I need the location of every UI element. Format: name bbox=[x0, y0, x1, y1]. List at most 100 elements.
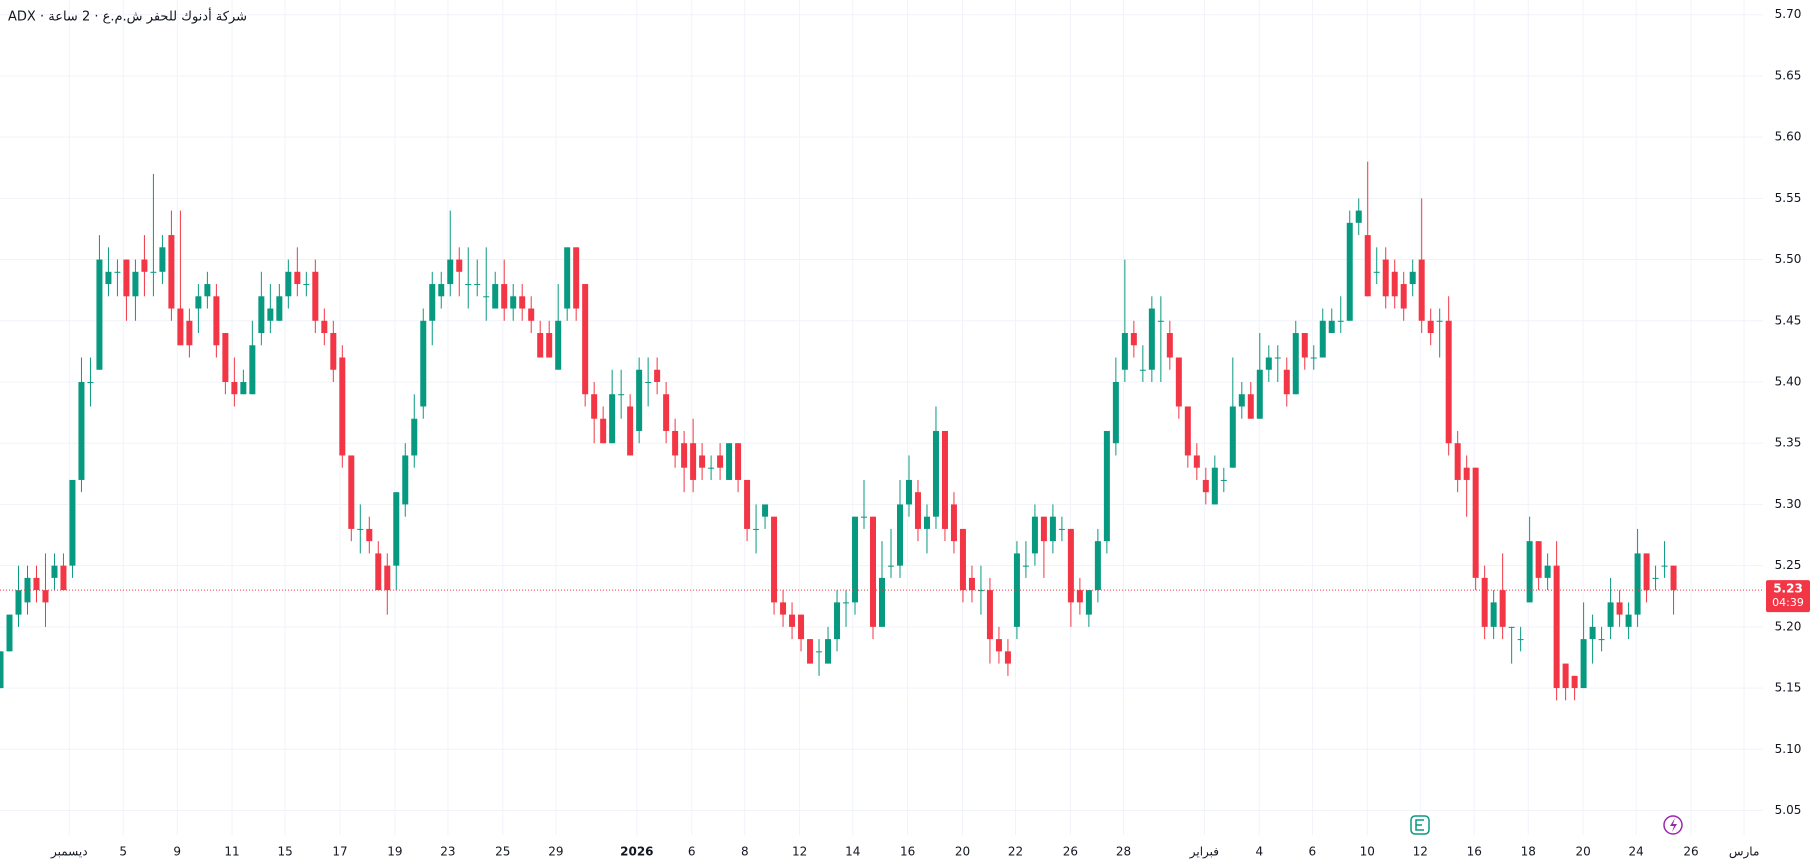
axes: 5.05 5.10 5.15 5.20 5.25 5.30 5.35 5.40 5.45 5.50… bbox=[50, 7, 1810, 860]
candles bbox=[0, 161, 1763, 701]
y-tick-label: 5.70 bbox=[1775, 7, 1802, 21]
candle-body bbox=[591, 394, 598, 419]
candle-body bbox=[69, 479, 76, 566]
candle-body bbox=[636, 369, 643, 431]
x-tick-label: 8 bbox=[741, 845, 749, 859]
candle-body bbox=[627, 406, 634, 456]
candle-body bbox=[132, 271, 139, 297]
candle-body bbox=[1076, 590, 1083, 603]
candle-body bbox=[726, 443, 733, 480]
candle-body bbox=[222, 333, 229, 382]
candle-body bbox=[420, 320, 427, 407]
candle-body bbox=[438, 284, 445, 297]
x-tick-label: 10 bbox=[1360, 845, 1375, 859]
event-marker[interactable] bbox=[1663, 815, 1683, 835]
candle-body bbox=[1418, 259, 1425, 321]
candle-body bbox=[977, 590, 984, 592]
candle-body bbox=[1166, 333, 1173, 358]
last-price-tag bbox=[1766, 580, 1810, 613]
candle-body bbox=[1328, 320, 1335, 334]
candle-body bbox=[1346, 222, 1353, 321]
candle-body bbox=[1310, 357, 1317, 359]
x-tick-label: 22 bbox=[1008, 845, 1023, 859]
candle-body bbox=[1445, 320, 1452, 444]
y-tick-label: 5.65 bbox=[1775, 68, 1802, 82]
candle-body bbox=[78, 381, 85, 480]
candle-body bbox=[780, 602, 787, 615]
x-tick-label: 16 bbox=[900, 845, 915, 859]
candle-body bbox=[600, 418, 607, 444]
candle-body bbox=[654, 369, 661, 382]
candle-body bbox=[1085, 590, 1092, 615]
candle-body bbox=[312, 271, 319, 321]
candle-body bbox=[1508, 626, 1515, 628]
candle-body bbox=[1535, 541, 1542, 578]
candle-body bbox=[1013, 553, 1020, 627]
candle-body bbox=[1472, 467, 1479, 578]
candle-body bbox=[1256, 369, 1263, 419]
candle-body bbox=[582, 284, 589, 395]
candle-body bbox=[1571, 675, 1578, 689]
candle-body bbox=[1049, 516, 1056, 542]
candle-body bbox=[1634, 553, 1641, 615]
y-tick-label: 5.50 bbox=[1775, 252, 1802, 266]
x-tick-label: 11 bbox=[224, 845, 239, 859]
x-tick-label: 12 bbox=[792, 845, 807, 859]
candle-body bbox=[1220, 479, 1227, 481]
candle-body bbox=[852, 516, 859, 603]
candle-body bbox=[861, 516, 868, 518]
candle-body bbox=[1112, 381, 1119, 444]
candle-body bbox=[618, 394, 625, 396]
candle-body bbox=[1337, 320, 1344, 322]
candle-body bbox=[1598, 639, 1605, 641]
candle-body bbox=[1175, 357, 1182, 407]
candle-body bbox=[1265, 357, 1272, 370]
x-tick-label: 28 bbox=[1116, 845, 1131, 859]
x-tick-label: 18 bbox=[1521, 845, 1536, 859]
y-tick-label: 5.15 bbox=[1775, 681, 1802, 695]
candle-body bbox=[753, 528, 760, 530]
candle-body bbox=[1499, 590, 1506, 627]
x-tick-label: 6 bbox=[688, 845, 696, 859]
candle-body bbox=[744, 479, 751, 529]
candle-body bbox=[528, 308, 535, 321]
candle-body bbox=[429, 284, 436, 321]
x-tick-label: 15 bbox=[277, 845, 292, 859]
candle-body bbox=[96, 259, 103, 370]
x-tick-label: 24 bbox=[1629, 845, 1644, 859]
candle-body bbox=[995, 639, 1002, 652]
candle-body bbox=[555, 320, 562, 370]
candle-body bbox=[186, 320, 193, 346]
candle-body bbox=[870, 516, 877, 627]
candle-body bbox=[1301, 333, 1308, 358]
x-tick-label: 6 bbox=[1309, 845, 1317, 859]
candle-body bbox=[258, 296, 265, 334]
candle-body bbox=[1463, 467, 1470, 480]
candle-body bbox=[150, 271, 157, 273]
candle-body bbox=[1436, 320, 1443, 322]
candle-body bbox=[87, 381, 94, 383]
grid bbox=[0, 0, 1763, 835]
candle-body bbox=[159, 247, 166, 272]
candle-body bbox=[1490, 602, 1497, 627]
candle-body bbox=[1031, 516, 1038, 554]
candle-body bbox=[204, 284, 211, 297]
candle-body bbox=[546, 333, 553, 358]
candle-body bbox=[1364, 235, 1371, 297]
candle-body bbox=[1454, 443, 1461, 480]
candle-body bbox=[366, 528, 373, 542]
candle-body bbox=[771, 516, 778, 603]
candle-body bbox=[798, 614, 805, 640]
candle-body bbox=[1517, 639, 1524, 641]
candle-body bbox=[1481, 577, 1488, 627]
candle-body bbox=[789, 614, 796, 627]
candle-body bbox=[834, 602, 841, 640]
y-tick-label: 5.40 bbox=[1775, 374, 1802, 388]
y-tick-label: 5.10 bbox=[1775, 742, 1802, 756]
x-tick-label: مارس bbox=[1729, 845, 1760, 860]
candle-body bbox=[1130, 333, 1137, 346]
candle-body bbox=[1589, 626, 1596, 640]
candle-body bbox=[231, 381, 238, 395]
candle-body bbox=[294, 271, 301, 285]
earnings-marker[interactable] bbox=[1410, 815, 1430, 835]
